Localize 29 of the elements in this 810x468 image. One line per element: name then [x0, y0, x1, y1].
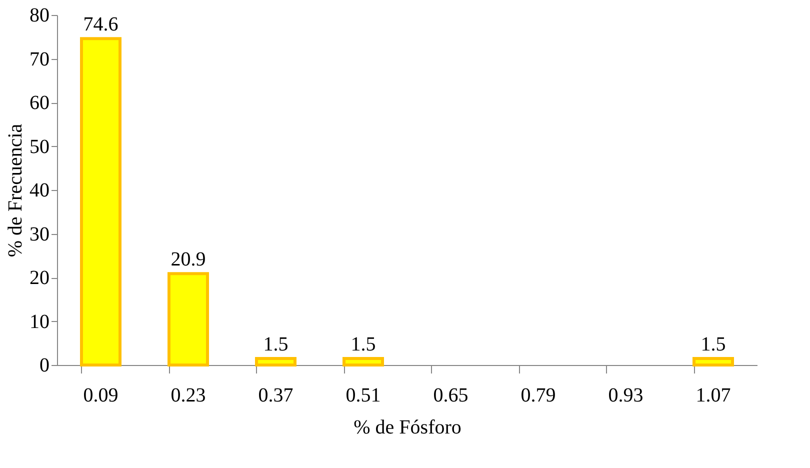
x-tick-label: 0.23 [170, 384, 206, 406]
x-tick-label: 0.09 [83, 384, 118, 406]
x-tick-label: 0.79 [520, 384, 556, 406]
data-label: 1.5 [700, 333, 726, 356]
bar [692, 356, 734, 366]
x-axis-title: % de Fósforo [354, 416, 462, 438]
x-tick-label: 0.37 [258, 384, 294, 406]
y-tick-label: 30 [30, 223, 50, 246]
y-tick-label: 10 [30, 310, 50, 333]
y-tick-label: 20 [30, 267, 50, 289]
y-tick-label: 60 [30, 92, 50, 114]
data-label: 1.5 [350, 333, 376, 356]
x-tick-label: 0.65 [433, 384, 468, 406]
x-tick-label: 0.93 [608, 384, 644, 406]
y-tick-label: 50 [30, 136, 50, 158]
bar [255, 356, 296, 366]
data-label: 1.5 [263, 333, 288, 356]
bar [80, 37, 122, 366]
data-label: 20.9 [170, 248, 206, 271]
y-tick-label: 70 [30, 48, 50, 70]
y-axis-title: % de Frecuencia [4, 124, 26, 258]
bar [342, 356, 384, 366]
y-tick-label: 80 [30, 4, 50, 26]
x-tick-label: 1.07 [696, 384, 731, 406]
y-tick-label: 0 [40, 354, 50, 376]
x-tick-label: 0.51 [346, 384, 381, 406]
y-tick-label: 40 [30, 180, 50, 202]
bar [168, 272, 209, 366]
data-label: 74.6 [83, 14, 118, 36]
